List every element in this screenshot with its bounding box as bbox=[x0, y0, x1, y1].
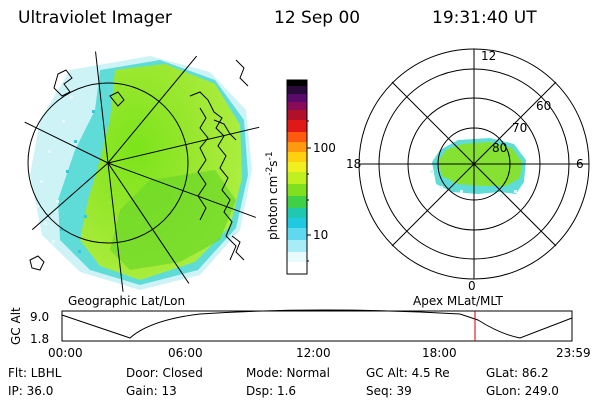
alt-ytick-1_8: 1.8 bbox=[30, 332, 49, 346]
info-dsp: Dsp: 1.6 bbox=[246, 384, 296, 398]
info-ip: IP: 36.0 bbox=[8, 384, 53, 398]
magnetic-polar-plot: 12 18 6 0 60 70 80 bbox=[346, 48, 590, 293]
time-label: 19:31:40 UT bbox=[432, 8, 537, 28]
colorbar-tick-10: 10 bbox=[313, 228, 328, 242]
mlat-label-70: 70 bbox=[512, 121, 527, 135]
info-gain: Gain: 13 bbox=[126, 384, 177, 398]
left-speckles-cyan bbox=[60, 110, 95, 253]
info-panel: Flt: LBHL Door: Closed Mode: Normal GC A… bbox=[8, 366, 559, 398]
info-glat: GLat: 86.2 bbox=[486, 366, 549, 380]
alt-ylabel: GC Alt bbox=[9, 307, 23, 345]
altitude-plot: 9.0 1.8 GC Alt 00:00 06:00 12:00 18:00 2… bbox=[9, 307, 591, 360]
mlat-label-60: 60 bbox=[536, 99, 551, 113]
alt-xtick-0600: 06:00 bbox=[168, 346, 203, 360]
colorbar: 100 10 photon cm-2s-1 bbox=[265, 79, 336, 275]
info-door: Door: Closed bbox=[126, 366, 203, 380]
mlat-label-80: 80 bbox=[492, 141, 507, 155]
altitude-curve bbox=[61, 309, 573, 339]
left-emission-darkgreen bbox=[110, 170, 236, 270]
coastlines bbox=[29, 59, 249, 271]
geographic-label: Geographic Lat/Lon bbox=[68, 294, 185, 308]
instrument-title: Ultraviolet Imager bbox=[18, 8, 172, 28]
info-seq: Seq: 39 bbox=[366, 384, 412, 398]
info-glon: GLon: 249.0 bbox=[486, 384, 559, 398]
alt-xtick-0000: 00:00 bbox=[48, 346, 83, 360]
mlt-label-12: 12 bbox=[481, 49, 496, 63]
magnetic-label: Apex MLat/MLT bbox=[413, 294, 503, 308]
mlt-label-18: 18 bbox=[346, 157, 361, 171]
mlt-label-6: 6 bbox=[576, 157, 584, 171]
info-gcalt: GC Alt: 4.5 Re bbox=[366, 366, 450, 380]
colorbar-unit-label: photon cm-2s-1 bbox=[265, 151, 280, 240]
left-speckles bbox=[36, 96, 73, 243]
info-flt: Flt: LBHL bbox=[8, 366, 62, 380]
alt-xtick-1200: 12:00 bbox=[296, 346, 331, 360]
mlt-label-0: 0 bbox=[468, 279, 476, 293]
date-label: 12 Sep 00 bbox=[274, 8, 361, 28]
polar-grid bbox=[358, 48, 590, 280]
colorbar-tick-100: 100 bbox=[313, 141, 336, 155]
info-mode: Mode: Normal bbox=[246, 366, 330, 380]
alt-xtick-1800: 18:00 bbox=[422, 346, 457, 360]
alt-ytick-9: 9.0 bbox=[30, 310, 49, 324]
geographic-image bbox=[16, 43, 266, 293]
alt-xtick-2359: 23:59 bbox=[556, 346, 591, 360]
